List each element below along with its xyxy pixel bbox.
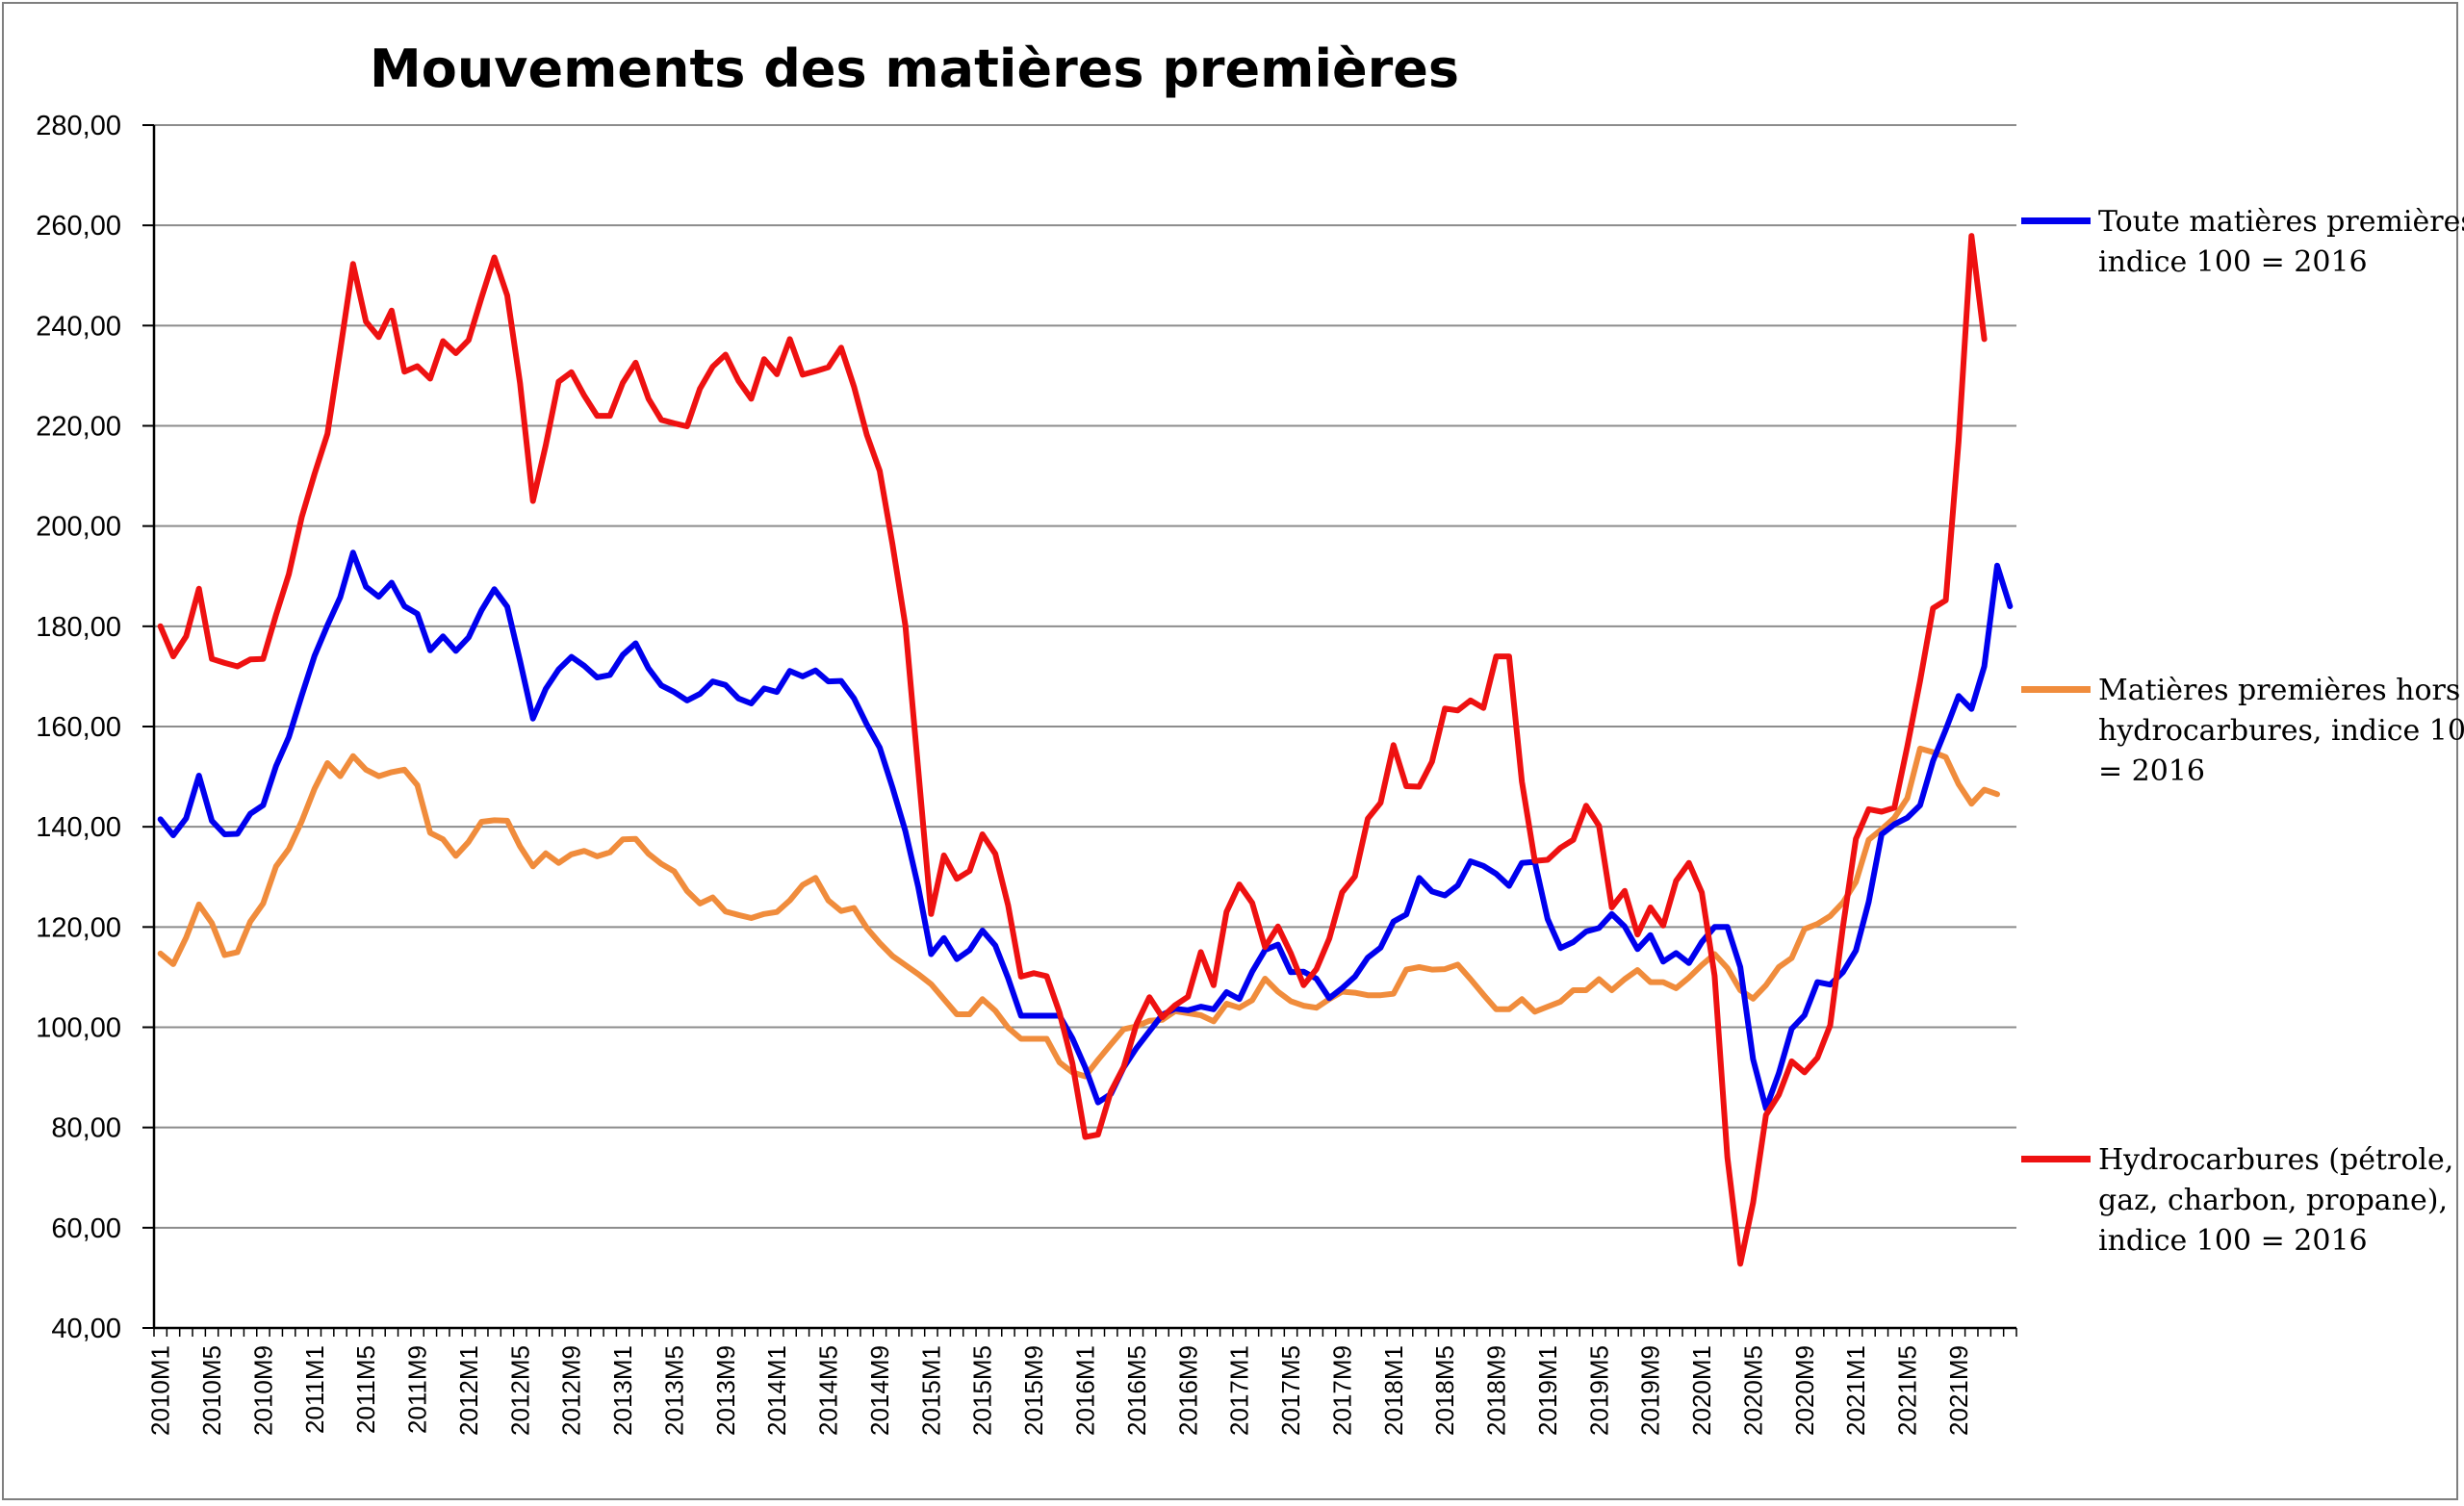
series-line-1: [157, 745, 2000, 1080]
legend-swatch-blue: [2021, 217, 2091, 224]
x-tick-label: 2020M1: [1687, 1345, 1716, 1436]
x-tick-label: 2017M1: [1225, 1345, 1254, 1436]
y-tick-label: 180,00: [36, 612, 121, 643]
x-tick-label: 2012M1: [454, 1345, 483, 1436]
y-tick-label: 160,00: [36, 712, 121, 743]
y-tick-label: 100,00: [36, 1013, 121, 1044]
x-tick-label: 2012M9: [557, 1345, 586, 1436]
x-tick-label: 2017M9: [1327, 1345, 1356, 1436]
x-tick-label: 2012M5: [505, 1345, 534, 1436]
x-tick-label: 2017M5: [1276, 1345, 1305, 1436]
x-tick-label: 2018M5: [1430, 1345, 1459, 1436]
x-tick-label: 2015M9: [1019, 1345, 1048, 1436]
series-line-0: [157, 549, 2014, 1111]
x-tick-label: 2018M1: [1379, 1345, 1408, 1436]
legend-label: Matières premières hors hydrocarbures, i…: [2098, 674, 2464, 788]
x-tick-label: 2016M9: [1173, 1345, 1202, 1436]
x-tick-label: 2010M9: [248, 1345, 277, 1436]
y-tick-label: 280,00: [36, 111, 121, 141]
legend-label: Hydrocarbures (pétrole, gaz, charbon, pr…: [2098, 1143, 2454, 1258]
x-tick-label: 2013M1: [608, 1345, 637, 1436]
x-tick-label: 2019M5: [1584, 1345, 1613, 1436]
x-tick-label: 2011M5: [351, 1345, 380, 1434]
x-tick-label: 2016M1: [1071, 1345, 1100, 1436]
y-tick-label: 140,00: [36, 812, 121, 843]
y-tick-label: 80,00: [51, 1113, 121, 1144]
x-tick-label: 2018M9: [1482, 1345, 1511, 1436]
x-tick-label: 2013M5: [659, 1345, 688, 1436]
x-tick-label: 2019M1: [1533, 1345, 1562, 1436]
series-lines: [157, 233, 2014, 1267]
legend-label: Toute matières premières, indice 100 = 2…: [2098, 205, 2464, 279]
x-tick-label: 2010M5: [197, 1345, 226, 1436]
chart-title: Mouvements des matières premières: [370, 38, 1459, 99]
x-tick-label: 2013M9: [711, 1345, 740, 1436]
y-tick-label: 200,00: [36, 512, 121, 543]
y-axis-tick-labels: 40,00 60,00 80,00 100,00 120,00 140,00 160,00 1…: [36, 111, 121, 1344]
legend-swatch-red: [2021, 1156, 2091, 1162]
x-tick-label: 2020M9: [1790, 1345, 1819, 1436]
y-tick-label: 220,00: [36, 412, 121, 443]
x-tick-label: 2021M5: [1893, 1345, 1922, 1436]
x-tick-label: 2014M9: [865, 1345, 894, 1436]
x-tick-label: 2020M5: [1738, 1345, 1767, 1436]
x-tick-label: 2010M1: [146, 1345, 175, 1436]
series-line-2: [157, 233, 1988, 1267]
y-tick-label: 60,00: [51, 1213, 121, 1244]
x-tick-label: 2011M9: [403, 1345, 432, 1434]
y-tick-label: 120,00: [36, 912, 121, 943]
gridlines: [142, 124, 2016, 1329]
x-tick-label: 2019M9: [1636, 1345, 1665, 1436]
x-tick-label: 2015M1: [916, 1345, 945, 1436]
legend-swatch-orange: [2021, 686, 2091, 693]
x-tick-label: 2011M1: [300, 1345, 329, 1434]
x-tick-label: 2014M1: [762, 1345, 791, 1436]
x-tick-label: 2021M9: [1944, 1345, 1973, 1436]
x-axis-tick-labels: 2010M1 2010M5 2010M9 2011M1 2011M5 2011M9 2012…: [146, 1345, 1973, 1436]
axes: [152, 125, 2017, 1337]
y-tick-label: 240,00: [36, 311, 121, 342]
x-tick-label: 2014M5: [814, 1345, 843, 1436]
x-tick-label: 2016M5: [1122, 1345, 1151, 1436]
y-tick-label: 40,00: [51, 1314, 121, 1344]
x-tick-label: 2015M5: [968, 1345, 997, 1436]
x-tick-label: 2021M1: [1841, 1345, 1870, 1436]
y-tick-label: 260,00: [36, 211, 121, 242]
